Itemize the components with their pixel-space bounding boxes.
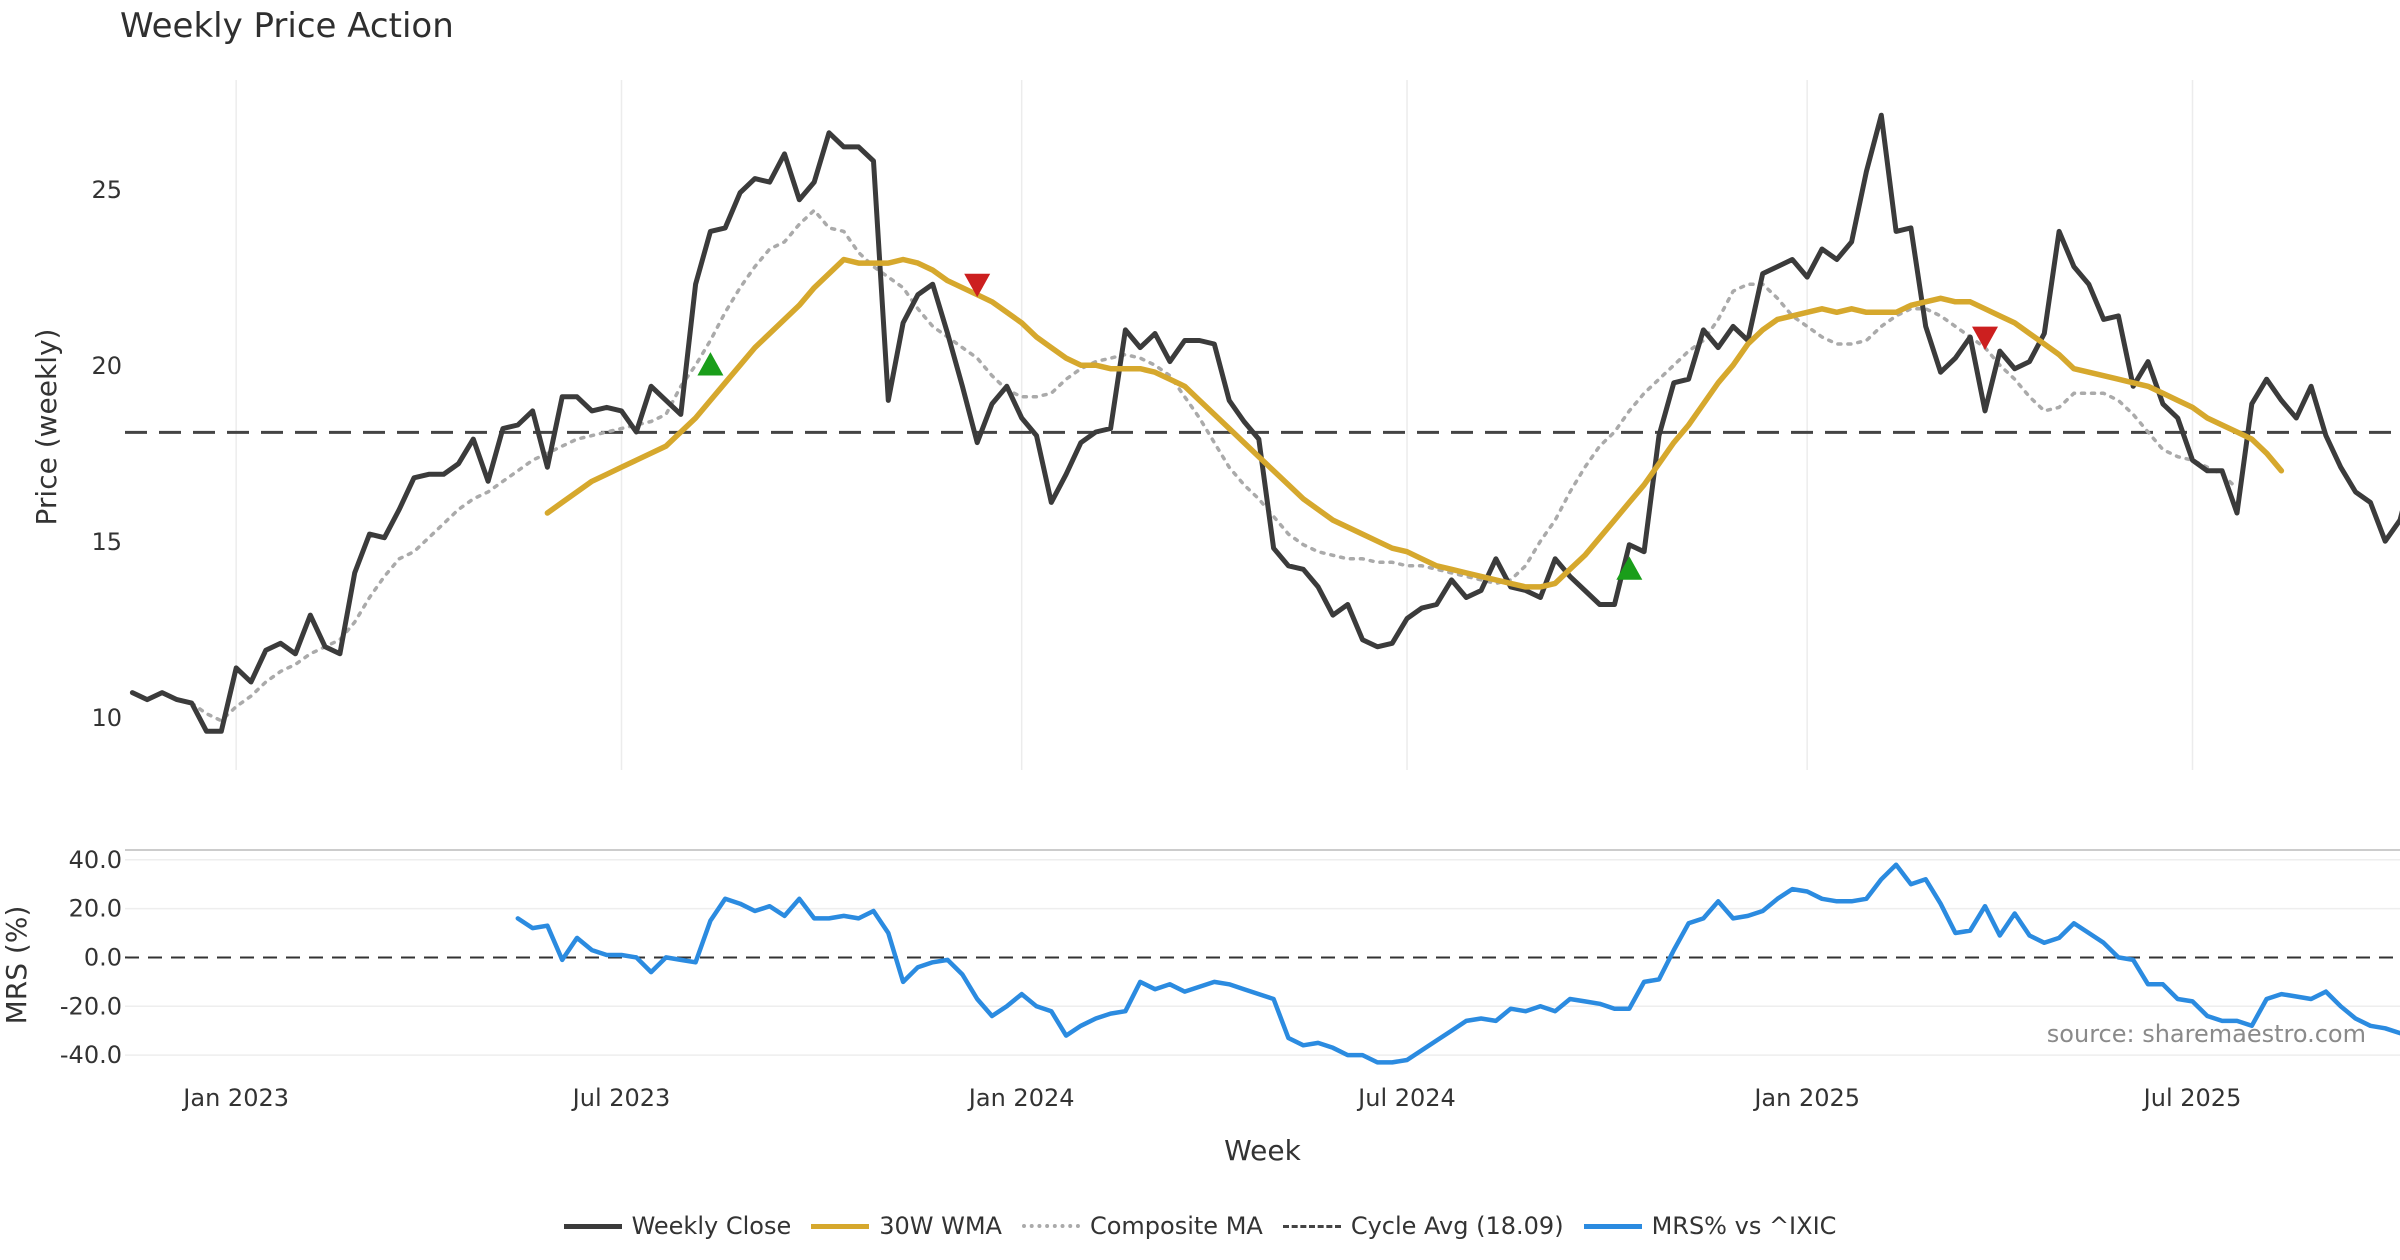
sell-signal-marker xyxy=(964,273,991,298)
sell-signal-marker xyxy=(1972,326,1999,350)
price-y-axis-label: Price (weekly) xyxy=(30,329,63,526)
legend-label: 30W WMA xyxy=(879,1212,1002,1240)
mrs-tick-label: 20.0 xyxy=(69,895,122,923)
x-tick-label: Jan 2023 xyxy=(181,1084,289,1112)
price-tick-label: 25 xyxy=(91,176,122,204)
x-tick-label: Jan 2024 xyxy=(967,1084,1075,1112)
x-tick-label: Jul 2025 xyxy=(2142,1084,2242,1112)
buy-signal-marker xyxy=(697,352,724,376)
legend: Weekly Close 30W WMA Composite MA Cycle … xyxy=(0,1212,2400,1240)
price-tick-label: 20 xyxy=(91,352,122,380)
legend-swatch-30w-wma xyxy=(811,1223,870,1229)
buy-signal-marker xyxy=(1616,556,1643,580)
mrs-panel xyxy=(125,862,2400,1065)
legend-label: Composite MA xyxy=(1089,1212,1263,1240)
mrs-y-axis-label: MRS (%) xyxy=(0,906,33,1025)
mrs-tick-label: -40.0 xyxy=(60,1041,122,1069)
legend-swatch-composite-ma xyxy=(1021,1224,1080,1228)
mrs-tick-label: 0.0 xyxy=(84,943,122,971)
legend-item-composite-ma[interactable]: Composite MA xyxy=(1021,1212,1263,1240)
price-panel xyxy=(125,112,2400,734)
legend-swatch-mrs xyxy=(1583,1223,1642,1229)
legend-label: Weekly Close xyxy=(631,1212,792,1240)
legend-label: MRS% vs ^IXIC xyxy=(1651,1212,1837,1240)
legend-item-mrs[interactable]: MRS% vs ^IXIC xyxy=(1583,1212,1837,1240)
grid-lines xyxy=(125,80,2400,1056)
series-mrs-line xyxy=(515,862,2400,1065)
series-composite-ma-line xyxy=(189,208,2239,723)
series-30w-wma-line xyxy=(544,256,2285,590)
mrs-tick-label: -20.0 xyxy=(60,992,122,1020)
legend-item-cycle-avg[interactable]: Cycle Avg (18.09) xyxy=(1282,1212,1564,1240)
legend-swatch-weekly-close xyxy=(563,1223,622,1229)
mrs-tick-label: 40.0 xyxy=(69,846,122,874)
series-weekly-close-line xyxy=(129,112,2400,734)
legend-swatch-cycle-avg xyxy=(1282,1224,1341,1228)
source-note: source: sharemaestro.com xyxy=(2046,1020,2366,1048)
price-tick-label: 15 xyxy=(91,528,122,556)
x-tick-label: Jan 2025 xyxy=(1752,1084,1860,1112)
chart-title: Weekly Price Action xyxy=(120,6,454,46)
price-tick-label: 10 xyxy=(91,704,122,732)
legend-item-weekly-close[interactable]: Weekly Close xyxy=(563,1212,792,1240)
legend-label: Cycle Avg (18.09) xyxy=(1350,1212,1564,1240)
x-axis-label: Week xyxy=(1224,1134,1301,1167)
legend-item-30w-wma[interactable]: 30W WMA xyxy=(811,1212,1002,1240)
axes: Jan 2023 Jul 2023 Jan 2024 Jul 2024 Jan 2025… xyxy=(0,176,2241,1167)
x-tick-label: Jul 2024 xyxy=(1356,1084,1456,1112)
x-tick-label: Jul 2023 xyxy=(571,1084,671,1112)
